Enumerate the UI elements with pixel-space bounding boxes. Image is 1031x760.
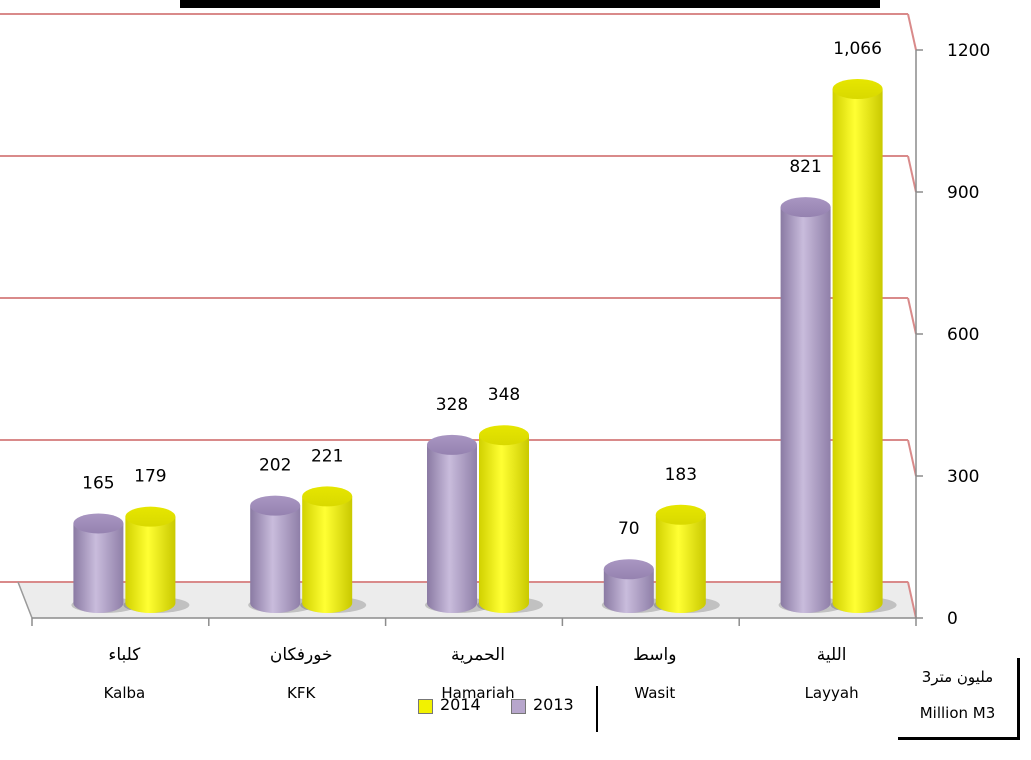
category-label: Hamariah — [441, 684, 514, 702]
data-label-2013: 165 — [82, 473, 114, 493]
data-label-2013: 328 — [436, 395, 468, 415]
bar-2013 — [427, 444, 477, 613]
bar-2014 — [302, 496, 353, 613]
top-border — [180, 0, 880, 8]
bar-2013 — [603, 569, 654, 613]
y-tick-label: 0 — [947, 609, 958, 629]
gridline-depth — [907, 581, 917, 619]
data-label-2014: 179 — [134, 467, 166, 487]
bar-top-2013 — [603, 559, 654, 580]
legend-label-2014: 2014 — [440, 695, 481, 714]
bar-2013 — [250, 505, 301, 613]
bar-top-2013 — [780, 197, 831, 218]
gridline-depth — [907, 13, 917, 51]
gridline-depth — [907, 155, 917, 193]
category-label: Wasit — [634, 684, 675, 702]
bar-top-2013 — [73, 513, 124, 534]
bar-2014 — [479, 435, 529, 613]
bar-2014 — [125, 516, 176, 613]
gridline-depth — [907, 439, 917, 477]
floor-edge — [17, 581, 33, 619]
bar-top-2014 — [125, 506, 176, 527]
bar-top-2013 — [250, 495, 301, 516]
bar-top-2014 — [302, 486, 353, 507]
data-label-2013: 202 — [259, 456, 291, 476]
data-label-2014: 1,066 — [833, 39, 882, 59]
unit-label-arabic: مليون متر3 — [921, 668, 994, 686]
unit-label-box: مليون متر3 Million M3 — [898, 658, 1020, 740]
category-label: Layyah — [805, 684, 859, 702]
legend-swatch-2014 — [418, 699, 433, 714]
data-label-2014: 221 — [311, 446, 343, 466]
y-tick-label: 300 — [947, 467, 979, 487]
bar-top-2014 — [479, 425, 529, 446]
y-tick-label: 600 — [947, 325, 979, 345]
y-tick-label: 1200 — [947, 41, 990, 61]
legend: 2014 2013 — [418, 686, 598, 732]
legend-label-2013: 2013 — [533, 695, 574, 714]
y-tick-label: 900 — [947, 183, 979, 203]
category-label-arabic: واسط — [633, 645, 676, 665]
bar-top-2014 — [655, 504, 706, 525]
bar-2013 — [780, 207, 831, 614]
data-label-2013: 70 — [618, 519, 640, 539]
bar-top-2013 — [427, 434, 477, 455]
bar-top-2014 — [832, 78, 883, 99]
category-label-arabic: كلباء — [108, 645, 141, 665]
bar-2014 — [832, 88, 883, 613]
plot-area: 0 300 600 900 1200 كلباء Kalba خورفكان KFK الحمري… — [0, 13, 990, 702]
unit-label-english: Million M3 — [919, 704, 996, 722]
category-label-arabic: الحمرية — [451, 645, 505, 665]
data-label-2014: 348 — [488, 385, 520, 405]
category-label-arabic: خورفكان — [270, 645, 333, 665]
category-label-arabic: اللية — [817, 645, 847, 665]
bar-2013 — [73, 523, 124, 613]
data-label-2014: 183 — [665, 465, 697, 485]
legend-swatch-2013 — [511, 699, 526, 714]
data-label-2013: 821 — [789, 157, 821, 177]
bar-2014 — [655, 514, 706, 613]
category-label: KFK — [287, 684, 316, 702]
gridline-depth — [907, 297, 917, 335]
category-label: Kalba — [104, 684, 146, 702]
